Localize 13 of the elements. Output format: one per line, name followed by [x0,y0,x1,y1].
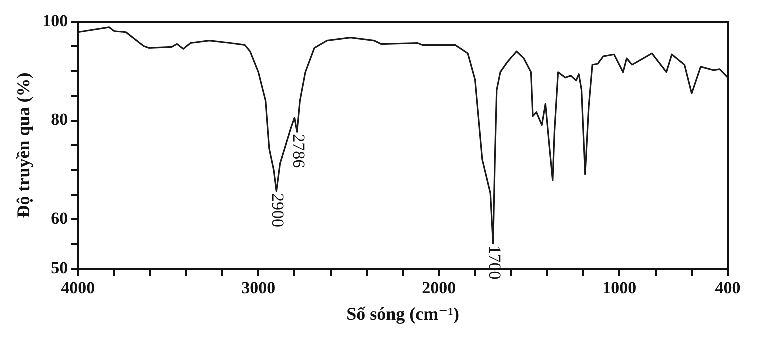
annotation: 2900 [268,193,288,228]
y-axis-title: Độ truyền qua (%) [13,72,34,218]
annotation: 2786 [289,134,308,168]
x-tick-label: 400 [715,278,741,298]
x-axis-title: Số sóng (cm⁻¹) [346,304,460,324]
y-tick-label: 60 [51,208,68,228]
x-tick-label: 4000 [61,278,96,298]
y-tick-label: 100 [42,11,68,30]
x-tick-label: 1000 [602,278,637,298]
y-tick-label: 50 [51,258,68,278]
x-tick-label: 3000 [242,278,276,298]
x-tick-label: 2000 [422,278,456,298]
y-tick-label: 80 [51,110,68,130]
